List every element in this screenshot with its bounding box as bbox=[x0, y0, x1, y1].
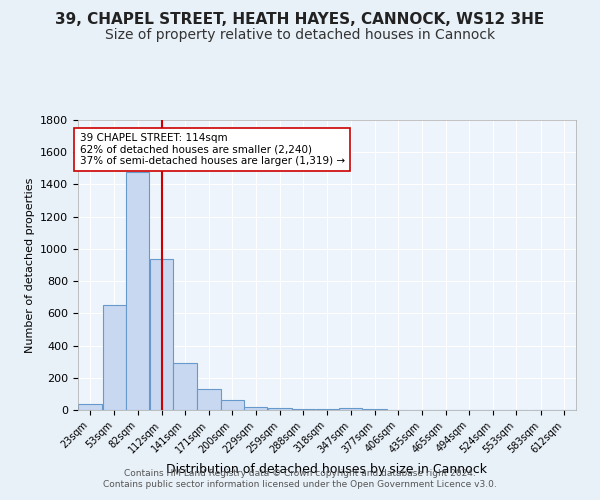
X-axis label: Distribution of detached houses by size in Cannock: Distribution of detached houses by size … bbox=[167, 463, 487, 476]
Bar bbox=[244, 407, 268, 410]
Text: 39 CHAPEL STREET: 114sqm
62% of detached houses are smaller (2,240)
37% of semi-: 39 CHAPEL STREET: 114sqm 62% of detached… bbox=[80, 133, 345, 166]
Bar bbox=[197, 389, 221, 410]
Bar bbox=[150, 258, 173, 410]
Text: 39, CHAPEL STREET, HEATH HAYES, CANNOCK, WS12 3HE: 39, CHAPEL STREET, HEATH HAYES, CANNOCK,… bbox=[55, 12, 545, 28]
Bar bbox=[79, 404, 102, 410]
Bar bbox=[316, 409, 339, 410]
Y-axis label: Number of detached properties: Number of detached properties bbox=[25, 178, 35, 352]
Bar bbox=[339, 408, 362, 410]
Bar bbox=[221, 400, 244, 410]
Bar bbox=[292, 409, 315, 410]
Bar bbox=[363, 409, 386, 410]
Text: Contains public sector information licensed under the Open Government Licence v3: Contains public sector information licen… bbox=[103, 480, 497, 489]
Text: Size of property relative to detached houses in Cannock: Size of property relative to detached ho… bbox=[105, 28, 495, 42]
Text: Contains HM Land Registry data © Crown copyright and database right 2024.: Contains HM Land Registry data © Crown c… bbox=[124, 468, 476, 477]
Bar bbox=[173, 364, 197, 410]
Bar bbox=[268, 408, 292, 410]
Bar bbox=[103, 306, 126, 410]
Bar bbox=[126, 172, 149, 410]
